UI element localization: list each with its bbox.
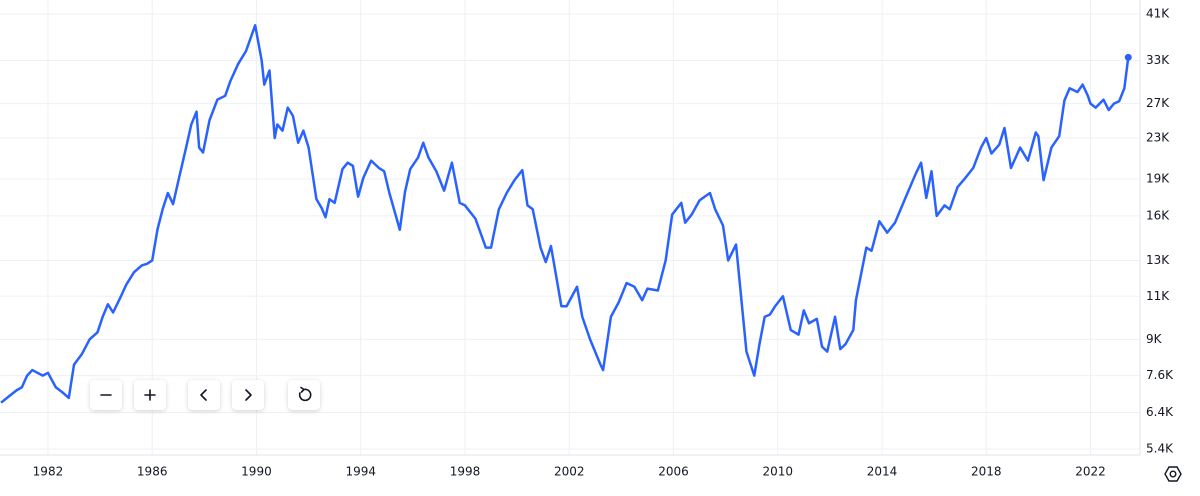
y-tick-label: 5.4K (1146, 441, 1174, 455)
y-tick-label: 19K (1146, 172, 1170, 186)
scroll-left-button[interactable] (188, 380, 220, 410)
y-tick-label: 27K (1146, 96, 1170, 110)
scroll-right-button[interactable] (232, 380, 264, 410)
x-tick-label: 1990 (241, 465, 272, 479)
y-tick-label: 41K (1146, 6, 1170, 20)
reset-button[interactable] (288, 380, 320, 410)
x-tick-label: 2010 (762, 465, 793, 479)
x-tick-label: 2022 (1075, 465, 1106, 479)
zoom-out-button[interactable] (90, 380, 122, 410)
y-tick-label: 23K (1146, 131, 1170, 145)
y-tick-label: 7.6K (1146, 368, 1174, 382)
x-tick-label: 1986 (137, 465, 168, 479)
x-tick-label: 1998 (450, 465, 481, 479)
y-tick-label: 9K (1146, 332, 1163, 346)
y-tick-label: 16K (1146, 208, 1170, 222)
zoom-in-button[interactable] (134, 380, 166, 410)
x-tick-label: 2002 (554, 465, 585, 479)
x-tick-label: 2006 (658, 465, 689, 479)
x-tick-label: 1994 (345, 465, 376, 479)
x-tick-label: 2018 (971, 465, 1002, 479)
x-tick-label: 1982 (33, 465, 64, 479)
last-point (1124, 53, 1132, 61)
y-tick-label: 6.4K (1146, 405, 1174, 419)
y-tick-label: 13K (1146, 253, 1170, 267)
x-tick-label: 2014 (867, 465, 898, 479)
y-tick-label: 11K (1146, 289, 1170, 303)
price-line (0, 24, 1130, 404)
y-tick-label: 33K (1146, 53, 1170, 67)
settings-button[interactable] (1164, 466, 1182, 482)
